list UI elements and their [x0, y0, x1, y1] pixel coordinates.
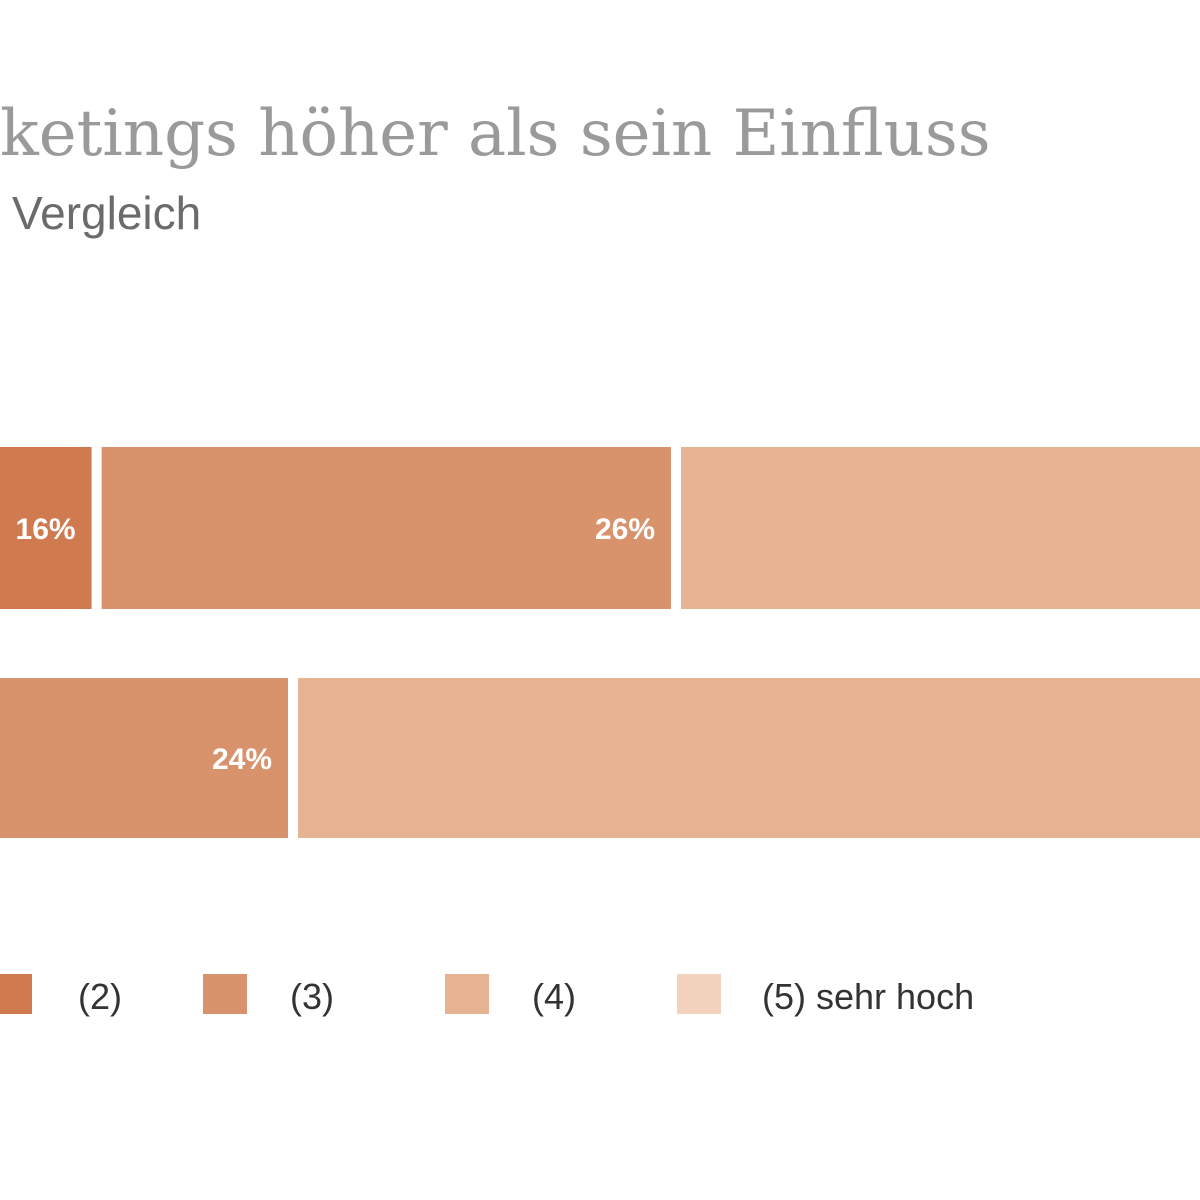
legend-swatch: [0, 974, 32, 1014]
legend-label: (5) sehr hoch: [762, 976, 974, 1017]
legend-swatch: [677, 974, 721, 1014]
legend-label: (4): [532, 976, 576, 1017]
bar-segment-2-4: [298, 678, 1200, 838]
legend: (2) (3) (4) (5) sehr hoch: [0, 974, 974, 1017]
data-label: 16%: [16, 513, 76, 546]
legend-swatch: [203, 974, 247, 1014]
chart-title: ketings höher als sein Einfluss: [0, 97, 991, 171]
chart-subtitle: Vergleich: [12, 187, 202, 239]
legend-label: (3): [290, 976, 334, 1017]
bar-segment-2-3: [0, 678, 288, 838]
legend-label: (2): [78, 976, 122, 1017]
bars-group: 16% 26% 24%: [0, 447, 1200, 838]
data-label: 24%: [212, 743, 272, 776]
bar-segment-1-2: [0, 447, 92, 609]
bar-segment-1-4: [681, 447, 1200, 609]
data-label: 26%: [595, 513, 655, 546]
bar-segment-1-3: [101, 447, 672, 609]
legend-swatch: [445, 974, 489, 1014]
